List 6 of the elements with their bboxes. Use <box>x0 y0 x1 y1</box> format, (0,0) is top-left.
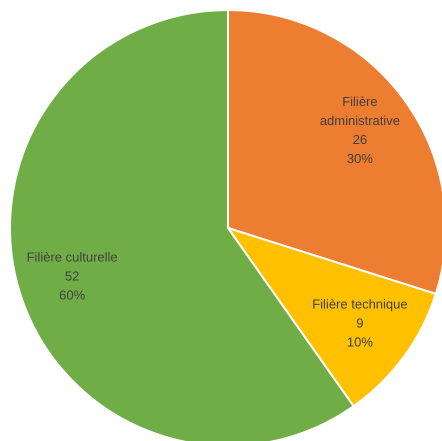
data-label: 26 30% <box>346 132 374 166</box>
data-label: 52 60% <box>59 268 86 303</box>
slice-label: Filière technique <box>312 297 408 312</box>
data-label: 9 10% <box>346 316 374 350</box>
slice-label: Filière culturelle <box>26 250 118 265</box>
slice-label: Filière administrative <box>320 94 400 128</box>
